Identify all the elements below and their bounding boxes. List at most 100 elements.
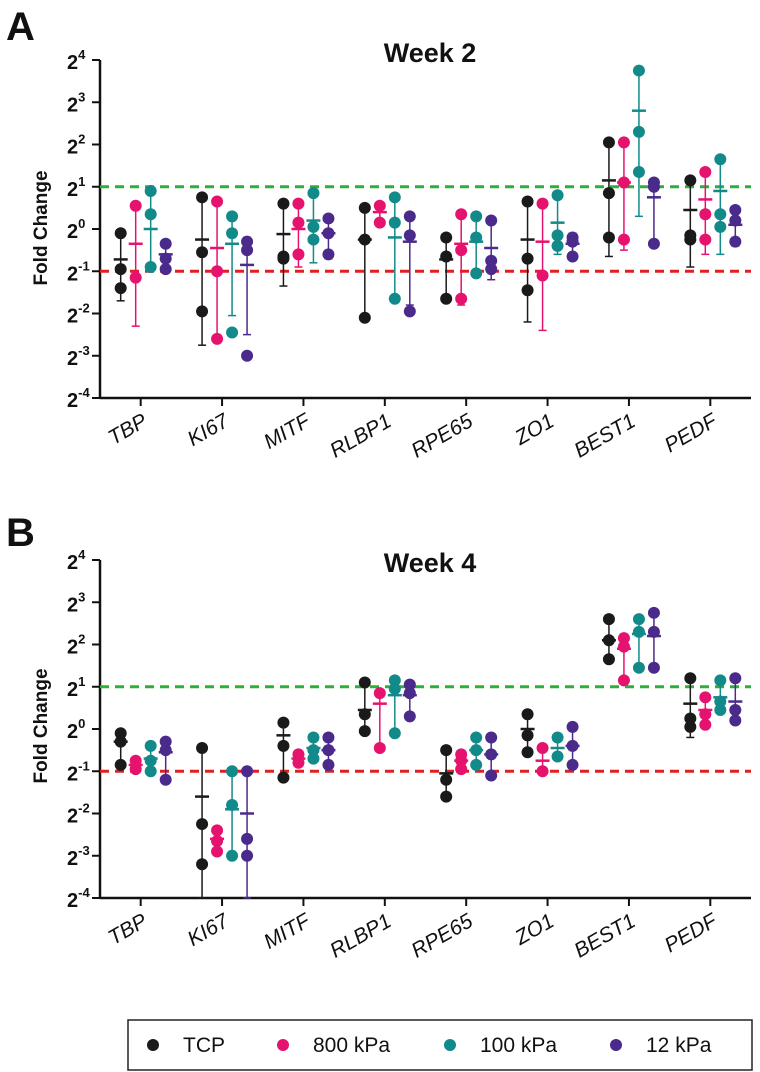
legend-marker-800kpa (277, 1039, 289, 1051)
panel-a-point-12kpa-rlbp1 (403, 305, 416, 318)
panel-b-point-100kpa-rlbp1 (388, 682, 401, 695)
panel-b-point-800kpa-rlbp1 (373, 687, 386, 700)
panel-b-point-100kpa-best1 (632, 613, 645, 626)
panel-a-point-800kpa-rlbp1 (373, 199, 386, 212)
panel-a-point-12kpa-tbp (159, 252, 172, 265)
panel-a-point-tcp-zo1 (521, 252, 534, 265)
panel-a-category-label-pedf: PEDF (661, 409, 722, 458)
panel-a-point-100kpa-tbp (144, 184, 157, 197)
panel-a-point-tcp-ki67 (196, 191, 209, 204)
panel-b-point-tcp-rlbp1 (358, 725, 371, 738)
legend-label-tcp: TCP (183, 1034, 225, 1057)
panel-b-point-tcp-pedf (684, 712, 697, 725)
panel-b-point-100kpa-pedf (714, 674, 727, 687)
panel-a-point-100kpa-pedf (714, 208, 727, 221)
panel-b-point-100kpa-ki67 (226, 765, 239, 778)
panel-a-point-tcp-tbp (114, 227, 127, 240)
panel-a-point-tcp-tbp (114, 263, 127, 276)
panel-b-point-12kpa-pedf (729, 714, 742, 727)
panel-b-point-tcp-pedf (684, 672, 697, 685)
panel-a-point-800kpa-mitf (292, 248, 305, 261)
panel-a-point-800kpa-rlbp1 (373, 216, 386, 229)
panel-a-point-12kpa-zo1 (566, 235, 579, 248)
panel-a-y-tick-label: 2-1 (67, 258, 90, 285)
panel-a-point-tcp-best1 (602, 136, 615, 149)
panel-b-point-tcp-rpe65 (440, 744, 453, 757)
panel-a-point-100kpa-tbp (144, 208, 157, 221)
panel-a-ylabel: Fold Change (31, 170, 52, 285)
panel-b-point-12kpa-ki67 (241, 832, 254, 845)
panel-a-point-12kpa-pedf (729, 214, 742, 227)
panel-a-category-label-rpe65: RPE65 (408, 409, 477, 462)
panel-b-point-tcp-ki67 (196, 818, 209, 831)
panel-b-point-800kpa-ki67 (211, 834, 224, 847)
panel-a-point-tcp-rlbp1 (358, 311, 371, 324)
panel-a-category-label-ki67: KI67 (184, 409, 234, 451)
panel-a-point-tcp-rpe65 (440, 250, 453, 263)
panel-a-point-800kpa-ki67 (211, 332, 224, 345)
panel-b-point-12kpa-zo1 (566, 720, 579, 733)
panel-b-category-label-zo1: ZO1 (510, 909, 558, 950)
panel-b-category-label-mitf: MITF (260, 909, 315, 954)
panel-b-category-label-ki67: KI67 (184, 909, 234, 951)
panel-a-point-12kpa-pedf (729, 235, 742, 248)
panel-b-point-100kpa-rlbp1 (388, 674, 401, 687)
panel-letter-a: A (6, 5, 35, 49)
panel-b-category-label-tbp: TBP (104, 909, 151, 949)
panel-b-point-12kpa-mitf (322, 758, 335, 771)
panel-a-point-tcp-zo1 (521, 195, 534, 208)
panel-a-point-12kpa-ki67 (241, 235, 254, 248)
panel-a-point-800kpa-rpe65 (455, 208, 468, 221)
panel-b-point-100kpa-tbp (144, 754, 157, 767)
panel-b-point-100kpa-ki67 (226, 849, 239, 862)
panel-b-point-tcp-mitf (277, 716, 290, 729)
panel-a-y-tick-label: 20 (67, 216, 85, 243)
panel-a-point-800kpa-pedf (699, 233, 712, 246)
panel-b-y-tick-label: 24 (67, 547, 86, 574)
panel-a-point-12kpa-rpe65 (485, 254, 498, 267)
panel-b-point-800kpa-rlbp1 (373, 742, 386, 755)
panel-a-point-800kpa-best1 (617, 176, 630, 189)
panel-b-point-tcp-tbp (114, 727, 127, 740)
legend-label-12kpa: 12 kPa (646, 1034, 712, 1057)
panel-b-ylabel: Fold Change (31, 668, 52, 783)
panel-b-point-12kpa-best1 (647, 661, 660, 674)
panel-b-point-800kpa-tbp (129, 763, 142, 776)
panel-b-point-12kpa-mitf (322, 744, 335, 757)
panel-a-point-tcp-rpe65 (440, 231, 453, 244)
panel-a-point-100kpa-rpe65 (470, 231, 483, 244)
panel-a-category-label-tbp: TBP (104, 409, 151, 449)
panel-b-point-100kpa-pedf (714, 695, 727, 708)
panel-b-point-800kpa-mitf (292, 748, 305, 761)
legend-marker-100kpa (444, 1039, 456, 1051)
panel-b-y-tick-label: 22 (67, 632, 85, 659)
panel-b-y-tick-label: 23 (67, 589, 85, 616)
panel-a-point-100kpa-rlbp1 (388, 292, 401, 305)
panel-b-point-tcp-pedf (684, 720, 697, 733)
panel-a-point-tcp-rlbp1 (358, 201, 371, 214)
panel-b-category-label-best1: BEST1 (570, 909, 639, 962)
panel-a-point-100kpa-ki67 (226, 210, 239, 223)
panel-a-y-tick-label: 2-3 (67, 343, 90, 370)
panel-b-point-tcp-mitf (277, 739, 290, 752)
panel-a-point-12kpa-rlbp1 (403, 229, 416, 242)
panel-a-y-tick-label: 2-4 (67, 385, 90, 412)
panel-b-point-12kpa-rlbp1 (403, 687, 416, 700)
panel-a-category-label-mitf: MITF (260, 409, 315, 454)
panel-b-point-12kpa-rpe65 (485, 748, 498, 761)
panel-b-point-12kpa-best1 (647, 606, 660, 619)
panel-a-point-12kpa-tbp (159, 263, 172, 276)
panel-a-point-12kpa-best1 (647, 237, 660, 250)
panel-a-point-100kpa-best1 (632, 64, 645, 77)
panel-a-point-12kpa-best1 (647, 180, 660, 193)
panel-a-point-tcp-mitf (277, 197, 290, 210)
panel-a-point-tcp-best1 (602, 231, 615, 244)
panel-b-point-100kpa-best1 (632, 661, 645, 674)
panel-a-point-100kpa-pedf (714, 220, 727, 233)
panel-b-y-tick-label: 20 (67, 716, 85, 743)
panel-a-point-tcp-mitf (277, 252, 290, 265)
panel-b-point-800kpa-rpe65 (455, 754, 468, 767)
panel-b-point-tcp-best1 (602, 653, 615, 666)
panel-b-point-12kpa-ki67 (241, 849, 254, 862)
